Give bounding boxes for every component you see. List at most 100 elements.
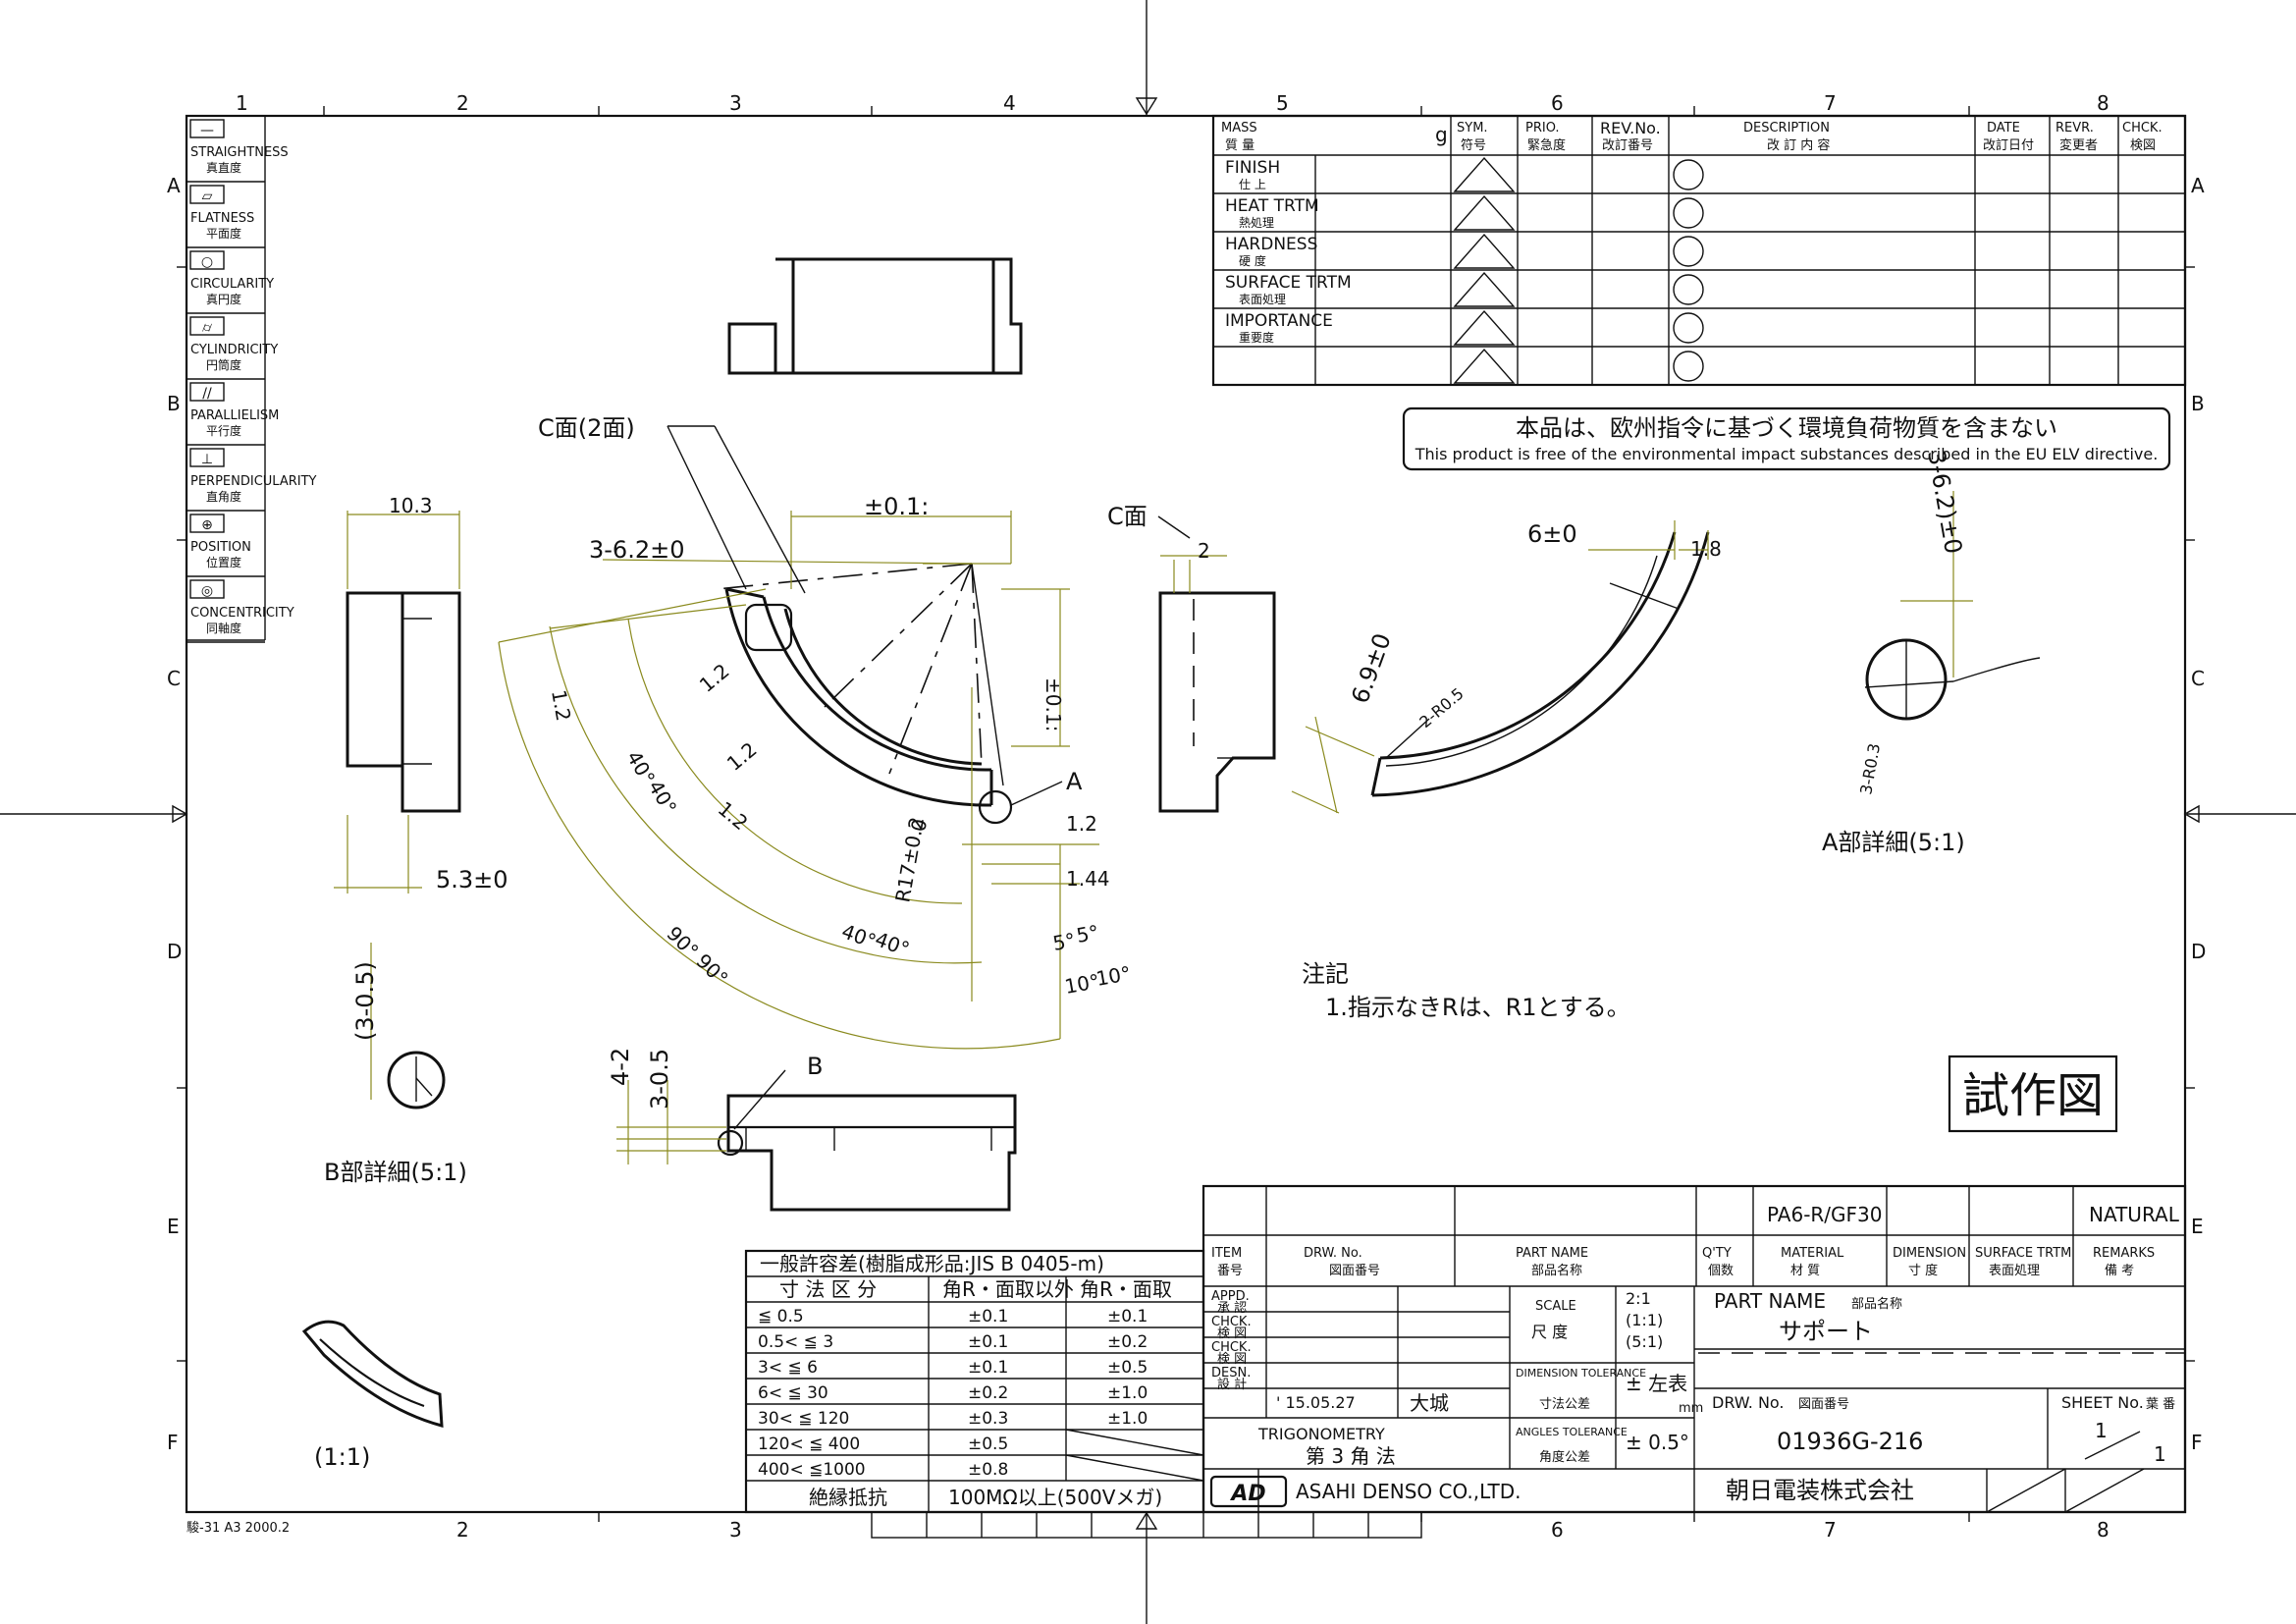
prio-header: PRIO. <box>1525 121 1560 135</box>
grid-letter: F <box>2191 1431 2203 1454</box>
rev-row-label: IMPORTANCE <box>1225 311 1333 331</box>
notes: 注記 1.指示なきRは、R1とする。 <box>1302 960 1630 1021</box>
revr-header-jp: 変更者 <box>2059 137 2098 153</box>
rev-row-label-jp: 硬 度 <box>1239 253 1266 268</box>
rev-row-label: HEAT TRTM <box>1225 196 1319 216</box>
angtol-value: ± 0.5° <box>1626 1431 1689 1454</box>
isometric-view: (1:1) <box>301 1320 444 1471</box>
grid-top-numbers: 1 2 3 4 5 6 7 8 <box>236 91 2109 115</box>
date-header-jp: 改訂日付 <box>1983 137 2034 153</box>
qty-label: Q'TY <box>1702 1246 1732 1261</box>
grid-ticks <box>177 106 2195 1522</box>
dim-90-a: 90° <box>662 922 703 963</box>
chck-header: CHCK. <box>2122 121 2163 135</box>
dimension-label-jp: 寸 度 <box>1908 1263 1938 1278</box>
prio-header-jp: 緊急度 <box>1527 137 1566 153</box>
dim-pm01-side: ±0.1: <box>1041 677 1065 731</box>
tol-header-range: 寸 法 区 分 <box>779 1277 877 1301</box>
rev-header-jp: 改訂番号 <box>1602 137 1653 153</box>
position-icon: ⊕ <box>201 517 213 533</box>
drw-label: DRW. No. <box>1304 1246 1362 1261</box>
grid-letter: B <box>2191 392 2205 415</box>
grid-letter: D <box>167 940 182 963</box>
rev-row-label: SURFACE TRTM <box>1225 273 1352 293</box>
part-label: PART NAME <box>1516 1246 1588 1261</box>
angtol-label: ANGLES TOLERANCE <box>1516 1426 1628 1438</box>
symbol-name-jp: 平面度 <box>206 226 241 241</box>
tol-other: ±0.1 <box>968 1332 1008 1352</box>
symbol-name-jp: 同軸度 <box>206 621 241 635</box>
remarks-label-jp: 備 考 <box>2105 1263 2134 1278</box>
rev-row-label: HARDNESS <box>1225 235 1317 254</box>
dim-12-d: 1.2 <box>547 688 575 723</box>
symbol-name: PARALLIELISM <box>190 408 279 423</box>
dim-12-b: 1.2 <box>722 737 762 776</box>
scale-value-2: (1:1) <box>1626 1311 1663 1329</box>
eu-elv-notice: 本品は、欧州指令に基づく環境負荷物質を含まない This product is … <box>1402 406 2171 471</box>
scale-label-jp: 尺 度 <box>1531 1323 1568 1341</box>
tol-radius: ±1.0 <box>1107 1383 1148 1403</box>
dim-5-a: 5° <box>1051 928 1078 955</box>
circle-icon <box>1673 197 1704 229</box>
appd-label-jp: 承 認 <box>1217 1300 1247 1316</box>
symbol-name-jp: 直角度 <box>206 489 241 504</box>
dim-69: 6.9±0 <box>1346 629 1396 707</box>
appd-label: APPD. <box>1211 1289 1250 1304</box>
detail-b-caption: B部詳細(5:1) <box>324 1159 467 1186</box>
notes-line-1: 1.指示なきRは、R1とする。 <box>1325 994 1630 1021</box>
part-name-value: サポート <box>1779 1318 1873 1345</box>
tol-header-radius: 角R・面取 <box>1080 1277 1172 1301</box>
grid-letter: C <box>2191 667 2205 690</box>
tol-other: ±0.3 <box>968 1409 1008 1429</box>
tol-other: ±0.1 <box>968 1307 1008 1326</box>
dimtol-label: DIMENSION TOLERANCE <box>1516 1367 1646 1380</box>
grid-number: 2 <box>456 91 469 115</box>
tolerance-title: 一般許容差(樹脂成形品:JIS B 0405-m) <box>760 1252 1104 1275</box>
dim-12-a: 1.2 <box>695 659 734 697</box>
flatness-icon: ▱ <box>202 189 213 204</box>
mass-label-jp: 質 量 <box>1225 138 1255 153</box>
tol-radius: ±0.5 <box>1107 1358 1148 1378</box>
tol-other: ±0.2 <box>968 1383 1008 1403</box>
side-view-center: 2 C面 <box>1107 503 1276 813</box>
scale-value-3: (5:1) <box>1626 1332 1663 1351</box>
trig-label: TRIGONOMETRY <box>1257 1425 1385 1443</box>
material-label-jp: 材 質 <box>1790 1264 1820 1278</box>
grid-bottom-numbers: 2 3 6 7 8 <box>456 1518 2109 1542</box>
drw-label-jp: 図面番号 <box>1329 1264 1380 1278</box>
sheet-total: 1 <box>2154 1442 2166 1466</box>
tolerance-table: 一般許容差(樹脂成形品:JIS B 0405-m) 寸 法 区 分 角R・面取以… <box>744 1249 1205 1514</box>
part-label-jp: 部品名称 <box>1531 1263 1582 1278</box>
symbol-name-jp: 真円度 <box>206 292 241 306</box>
circle-icon <box>1673 236 1704 267</box>
chck-label: CHCK. <box>1211 1315 1252 1329</box>
grid-letter: A <box>167 174 181 197</box>
grid-letter: E <box>167 1215 180 1238</box>
sym-header-jp: 符号 <box>1461 137 1486 153</box>
form-code: 駿-31 A3 2000.2 <box>187 1521 290 1536</box>
triangle-icon <box>1453 348 1516 384</box>
company-name-en: ASAHI DENSO CO.,LTD. <box>1296 1480 1522 1503</box>
detail-b: (3-0.5) B部詳細(5:1) <box>324 943 467 1186</box>
notice-en: This product is free of the environmenta… <box>1415 445 2159 463</box>
material-value: PA6-R/GF30 <box>1767 1203 1883 1226</box>
trig-label-jp: 第 3 角 法 <box>1306 1444 1396 1468</box>
tol-range: 30< ≦ 120 <box>758 1409 849 1429</box>
triangle-icon <box>1453 156 1516 192</box>
sheet-label-jp: 葉 番 <box>2146 1397 2175 1412</box>
mass-label: MASS <box>1221 121 1257 135</box>
main-arc-view: ±0.1: ±0.1: 3-6.2±0 C面(2面) 1.2 1.2 1.2 1… <box>498 414 1133 1050</box>
material-label: MATERIAL <box>1781 1246 1844 1261</box>
chck2-label-jp: 検 図 <box>1217 1352 1247 1367</box>
symbol-name: PERPENDICULARITY <box>190 474 317 489</box>
grid-number: 6 <box>1551 91 1564 115</box>
dim-3r03: 3-R0.3 <box>1856 742 1884 796</box>
prototype-stamp: 試作図 <box>1948 1055 2118 1133</box>
chck2-label: CHCK. <box>1211 1340 1252 1355</box>
tol-header-other: 角R・面取以外 <box>942 1277 1074 1301</box>
grid-number: 7 <box>1824 91 1837 115</box>
design-date: ' 15.05.27 <box>1276 1393 1356 1412</box>
